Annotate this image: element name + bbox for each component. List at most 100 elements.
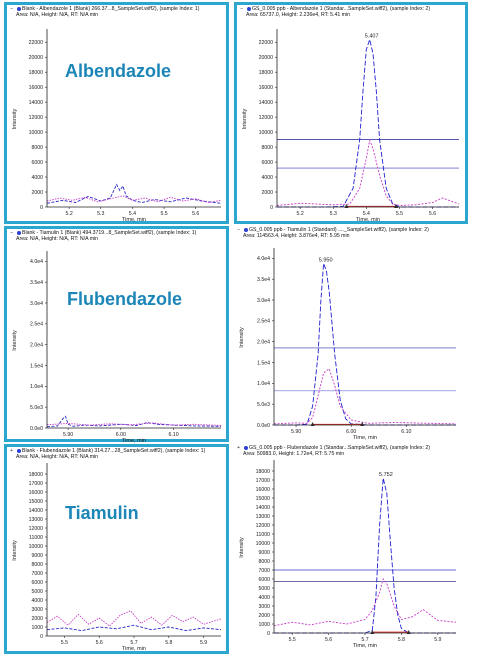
x-tick-label: 5.2	[66, 211, 73, 217]
x-axis-label: Time, min	[122, 438, 146, 444]
sample-title: GS_0.005 ppb - Tiamulin 1 (Standard) ...…	[249, 227, 429, 233]
y-tick-label: 2000	[261, 190, 273, 196]
x-axis-label: Time, min	[356, 217, 380, 223]
y-axis-label: Intensity	[12, 109, 18, 130]
y-tick-label: 8000	[31, 562, 43, 568]
chromatogram-panel-albendazole-standard: − GS_0.005 ppb - Albendazole 1 (Standar..…	[234, 2, 468, 224]
sample-title: Blank - Tiamulin 1 (Blank) 494.3719...8_…	[22, 230, 197, 236]
chromatogram-panel-albendazole-blank: − Blank - Albendazole 1 (Blank) 266.37...…	[4, 2, 229, 224]
sample-dot-icon	[247, 6, 251, 11]
x-tick-label: 5.8	[398, 637, 405, 643]
chromatogram-plot: 5.407 0 2000 4000 6000 8000 10000 12000 14000 160…	[242, 29, 460, 223]
y-tick-label: 18000	[259, 70, 274, 76]
x-tick-label: 6.10	[401, 429, 411, 435]
x-tick-label: 5.90	[63, 432, 73, 438]
y-tick-label: 4000	[261, 175, 273, 181]
peak-info: Area: 65737.0, Height: 2.236e4, RT: 5.41…	[246, 12, 351, 18]
y-tick-label: 2.0e4	[30, 342, 43, 348]
y-tick-label: 0	[40, 205, 43, 211]
x-tick-label: 5.3	[330, 211, 337, 217]
x-axis-label: Time, min	[122, 646, 146, 652]
x-tick-label: 5.9	[434, 637, 441, 643]
y-tick-label: 14000	[256, 505, 271, 511]
y-axis-label: Intensity	[12, 540, 18, 561]
y-tick-label: 0.0e0	[30, 426, 43, 432]
y-tick-label: 8000	[261, 145, 273, 151]
y-tick-label: 10000	[259, 130, 274, 136]
y-tick-label: 8000	[258, 559, 270, 565]
series-line	[276, 138, 460, 206]
y-tick-label: 3.5e4	[30, 280, 43, 286]
series-line	[277, 37, 459, 208]
sample-title: GS_0.005 ppb - Albendazole 1 (Standar...…	[252, 6, 431, 12]
series-line	[46, 610, 222, 627]
x-tick-label: 5.4	[363, 211, 370, 217]
series-line	[46, 415, 222, 428]
panel-header: − Blank - Albendazole 1 (Blank) 266.37...…	[10, 6, 200, 18]
collapse-icon[interactable]: +	[10, 448, 14, 454]
collapse-icon[interactable]: −	[10, 230, 14, 236]
y-tick-label: 14000	[29, 100, 44, 106]
y-tick-label: 16000	[256, 487, 271, 493]
compound-label: Tiamulin	[65, 503, 139, 523]
y-tick-label: 20000	[29, 55, 44, 61]
sample-dot-icon	[17, 6, 21, 11]
y-tick-label: 16000	[29, 490, 44, 496]
x-tick-label: 5.9	[200, 640, 207, 646]
y-tick-label: 5.0e3	[257, 402, 270, 408]
y-tick-label: 12000	[29, 526, 44, 532]
peak-info: Area: 50983.0, Height: 1.72e4, RT: 5.75 …	[243, 451, 345, 457]
chromatogram-panel-flubendazole-standard: − GS_0.005 ppb - Tiamulin 1 (Standard) ..…	[234, 226, 468, 442]
series-line	[46, 422, 222, 426]
y-tick-label: 5.0e3	[30, 405, 43, 411]
panel-header: + Blank - Flubendazole 1 (Blank) 314.27..…	[10, 448, 205, 460]
y-tick-label: 6000	[261, 160, 273, 166]
peak-info: Area: 114563.4, Height: 3.876e4, RT: 5.9…	[243, 233, 350, 239]
y-tick-label: 4000	[31, 598, 43, 604]
x-tick-label: 5.6	[429, 211, 436, 217]
peak-info: Area: N/A, Height: N/A, RT: N/A min	[16, 236, 99, 242]
collapse-icon[interactable]: −	[10, 6, 14, 12]
series-line	[46, 183, 222, 204]
compound-label: Flubendazole	[67, 289, 183, 309]
x-tick-label: 5.6	[192, 211, 199, 217]
x-tick-label: 5.3	[97, 211, 104, 217]
chromatogram-panel-tiamulin-blank: + Blank - Flubendazole 1 (Blank) 314.27..…	[4, 444, 229, 654]
y-tick-label: 3.0e4	[257, 298, 270, 304]
y-tick-label: 6000	[258, 577, 270, 583]
y-tick-label: 13000	[256, 514, 271, 520]
chromatogram-plot: 5.950 0.0e0 5.0e3 1.0e4 1.5e4 2.0e4 2.5e4 3.0e4…	[239, 248, 457, 441]
x-tick-label: 5.6	[325, 637, 332, 643]
y-tick-label: 2000	[31, 616, 43, 622]
y-tick-label: 2.5e4	[30, 322, 43, 328]
x-tick-label: 5.6	[96, 640, 103, 646]
x-axis-label: Time, min	[122, 217, 146, 223]
collapse-icon[interactable]: −	[240, 6, 244, 12]
y-tick-label: 22000	[29, 40, 44, 46]
collapse-icon[interactable]: −	[237, 227, 241, 233]
y-tick-label: 18000	[256, 469, 271, 475]
y-tick-label: 6000	[31, 580, 43, 586]
y-tick-label: 10000	[29, 544, 44, 550]
y-tick-label: 1000	[31, 625, 43, 631]
series-line	[274, 263, 456, 426]
y-tick-label: 14000	[29, 508, 44, 514]
peak-label: 5.950	[319, 258, 333, 264]
y-tick-label: 18000	[29, 472, 44, 478]
y-tick-label: 4000	[258, 595, 270, 601]
chromatogram-plot: 5.752 0 1000 2000 3000 4000 5000 6000 7000 8000 90…	[239, 460, 457, 649]
collapse-icon[interactable]: +	[237, 445, 241, 451]
y-axis-label: Intensity	[242, 109, 248, 130]
x-axis-label: Time, min	[353, 435, 377, 441]
y-tick-label: 11000	[29, 535, 43, 541]
y-tick-label: 11000	[256, 532, 270, 538]
x-tick-label: 5.7	[130, 640, 137, 646]
series-line	[273, 578, 457, 627]
panel-header: − GS_0.005 ppb - Albendazole 1 (Standar..…	[240, 6, 430, 18]
x-tick-label: 6.10	[168, 432, 178, 438]
peak-info: Area: N/A, Height: N/A, RT: N/A min	[16, 12, 99, 18]
y-tick-label: 3000	[31, 607, 43, 613]
y-axis-label: Intensity	[239, 537, 245, 558]
y-tick-label: 0	[267, 631, 270, 637]
y-tick-label: 1000	[258, 622, 270, 628]
